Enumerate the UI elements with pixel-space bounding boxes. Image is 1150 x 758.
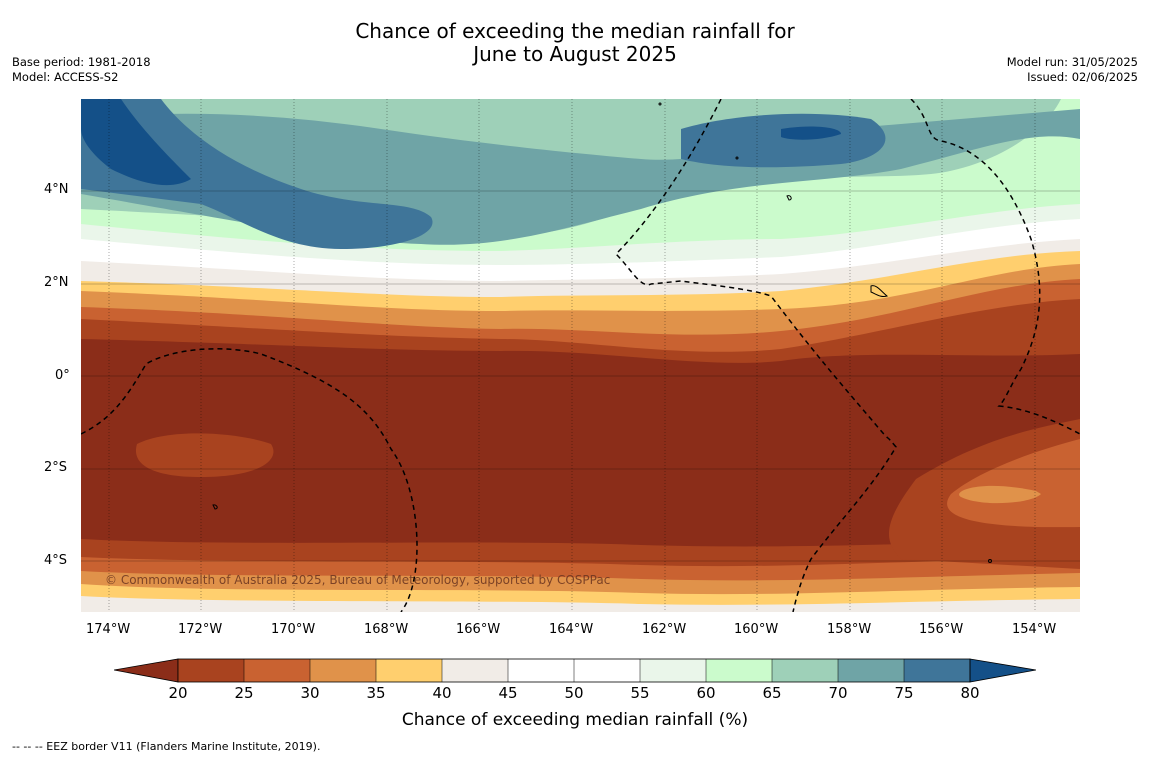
- eez-borders: [81, 99, 1080, 612]
- colorbar: [114, 658, 1036, 683]
- north-band-over-west: [81, 99, 191, 186]
- north-band-75-west: [81, 99, 433, 249]
- east-patch-30: [959, 485, 1041, 504]
- colorbar-over-arrow: [969, 658, 1036, 683]
- colorbar-seg-25: [244, 659, 310, 682]
- north-band-over-east: [781, 126, 841, 140]
- issued-date: Issued: 02/06/2025: [1027, 70, 1138, 84]
- lon-label-164w: 164°W: [549, 622, 594, 637]
- islands: [212, 102, 992, 563]
- colorbar-seg-20: [178, 659, 244, 682]
- lon-label-154w: 154°W: [1012, 622, 1057, 637]
- colorbar-under-arrow: [114, 658, 179, 683]
- colorbar-seg-60: [706, 659, 772, 682]
- lat-label-2n: 2°N: [44, 275, 69, 290]
- colorbar-tick-35: 35: [366, 684, 386, 702]
- latitude-lines: [81, 190, 1080, 562]
- north-band-75-east: [681, 113, 886, 168]
- south-band-40: [81, 596, 1080, 612]
- colorbar-tick-50: 50: [564, 684, 584, 702]
- colorbar-seg-65: [772, 659, 838, 682]
- colorbar-seg-75: [904, 659, 970, 682]
- colorbar-seg-70: [838, 659, 904, 682]
- colorbar-tick-80: 80: [960, 684, 980, 702]
- lat-label-2s: 2°S: [44, 460, 68, 475]
- east-patch-25: [947, 439, 1080, 528]
- meta-left: Base period: 1981-2018 Model: ACCESS-S2: [12, 55, 151, 85]
- colorbar-tick-60: 60: [696, 684, 716, 702]
- model-run: Model run: 31/05/2025: [1006, 55, 1138, 69]
- west-patch-20: [135, 433, 274, 477]
- map-title-line1: Chance of exceeding the median rainfall …: [355, 19, 795, 43]
- lon-label-162w: 162°W: [642, 622, 687, 637]
- lat-label-4s: 4°S: [44, 553, 68, 568]
- lon-label-168w: 168°W: [364, 622, 409, 637]
- colorbar-tick-25: 25: [234, 684, 254, 702]
- colorbar-tick-20: 20: [168, 684, 188, 702]
- colorbar-tick-75: 75: [894, 684, 914, 702]
- colorbar-seg-45: [508, 659, 574, 682]
- lon-label-166w: 166°W: [456, 622, 501, 637]
- colorbar-tick-30: 30: [300, 684, 320, 702]
- copyright-notice: © Commonwealth of Australia 2025, Bureau…: [105, 573, 611, 587]
- eez-footnote: -- -- -- EEZ border V11 (Flanders Marine…: [12, 740, 321, 753]
- lon-label-160w: 160°W: [734, 622, 779, 637]
- lon-label-174w: 174°W: [86, 622, 131, 637]
- model-name: Model: ACCESS-S2: [12, 70, 119, 84]
- lat-label-4n: 4°N: [44, 182, 69, 197]
- colorbar-seg-40: [442, 659, 508, 682]
- colorbar-seg-35: [376, 659, 442, 682]
- colorbar-tick-55: 55: [630, 684, 650, 702]
- colorbar-tick-65: 65: [762, 684, 782, 702]
- colorbar-tick-70: 70: [828, 684, 848, 702]
- lon-label-158w: 158°W: [827, 622, 872, 637]
- lon-label-172w: 172°W: [178, 622, 223, 637]
- colorbar-seg-55: [640, 659, 706, 682]
- colorbar-dividers: [243, 659, 905, 682]
- lat-label-0: 0°: [55, 368, 70, 383]
- colorbar-tick-40: 40: [432, 684, 452, 702]
- colorbar-tick-45: 45: [498, 684, 518, 702]
- lon-label-156w: 156°W: [919, 622, 964, 637]
- map-title-line2: June to August 2025: [473, 42, 677, 66]
- colorbar-seg-30: [310, 659, 376, 682]
- meta-right: Model run: 31/05/2025 Issued: 02/06/2025: [1007, 55, 1138, 85]
- lon-label-170w: 170°W: [271, 622, 316, 637]
- base-period: Base period: 1981-2018: [12, 55, 151, 69]
- rainfall-map-svg: [81, 99, 1080, 612]
- colorbar-label: Chance of exceeding median rainfall (%): [401, 710, 749, 730]
- rainfall-map[interactable]: [81, 99, 1080, 612]
- colorbar-seg-50: [574, 659, 640, 682]
